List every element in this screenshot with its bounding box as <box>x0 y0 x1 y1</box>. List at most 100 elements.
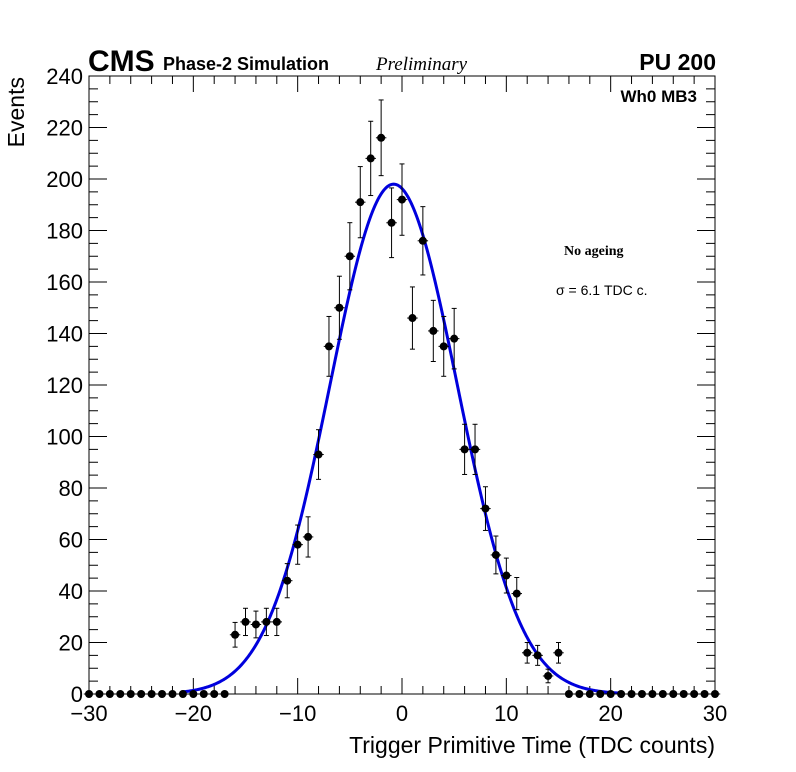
point-marker <box>147 690 156 698</box>
data-point <box>448 307 460 370</box>
point-marker <box>471 445 480 454</box>
point-marker <box>158 690 167 698</box>
data-point <box>396 163 408 236</box>
point-marker <box>596 690 605 698</box>
data-point <box>156 690 168 698</box>
point-marker <box>648 690 657 698</box>
point-marker <box>210 690 219 698</box>
data-point <box>219 690 230 698</box>
data-point <box>626 690 637 698</box>
data-point <box>229 621 241 648</box>
x-tick-label: −30 <box>70 701 107 726</box>
point-marker <box>314 450 323 459</box>
x-tick-label: 0 <box>396 701 408 726</box>
point-marker <box>585 690 594 698</box>
point-marker <box>293 540 302 549</box>
chamber-label: Wh0 MB3 <box>621 87 698 106</box>
data-point <box>282 563 293 599</box>
point-marker <box>283 576 292 585</box>
y-axis: 0 20 40 60 80 100 120 140 160 180 200 220 240 <box>46 64 715 707</box>
point-marker <box>168 690 177 698</box>
point-marker <box>523 648 532 657</box>
data-point <box>261 607 272 637</box>
point-marker <box>544 671 553 680</box>
x-tick-label: −20 <box>175 701 212 726</box>
sigma-label: σ = 6.1 TDC c. <box>556 282 648 298</box>
data-point <box>323 315 335 377</box>
data-point <box>428 299 439 363</box>
data-point <box>480 486 491 531</box>
data-point <box>83 690 95 698</box>
data-point <box>94 690 105 698</box>
point-marker <box>116 690 125 698</box>
point-marker <box>85 690 93 698</box>
data-point <box>250 610 262 639</box>
point-marker <box>105 690 114 698</box>
data-point <box>469 423 481 475</box>
data-point <box>344 222 356 291</box>
point-marker <box>533 651 542 660</box>
data-point <box>115 690 126 698</box>
point-marker <box>126 690 135 698</box>
data-point <box>459 423 470 475</box>
x-tick-label: 10 <box>494 701 518 726</box>
point-marker <box>251 620 260 629</box>
point-marker <box>408 314 417 323</box>
point-marker <box>387 218 396 227</box>
data-point <box>501 557 512 594</box>
data-point <box>407 286 418 350</box>
data-point <box>104 690 116 698</box>
data-point <box>135 690 147 698</box>
y-tick-label: 240 <box>46 64 83 89</box>
data-point <box>532 644 543 666</box>
point-marker <box>502 571 511 580</box>
data-point <box>292 524 303 565</box>
point-marker <box>95 690 104 698</box>
point-marker <box>189 690 198 698</box>
data-point <box>365 120 376 197</box>
data-point <box>605 690 616 698</box>
point-marker <box>429 326 438 335</box>
data-point <box>668 690 679 698</box>
point-marker <box>554 648 563 657</box>
point-marker <box>439 342 448 351</box>
data-point <box>709 690 721 698</box>
point-marker <box>137 690 146 698</box>
data-point <box>125 690 136 698</box>
point-marker <box>262 617 271 626</box>
data-point <box>177 690 189 698</box>
data-point <box>167 690 178 698</box>
data-point <box>615 690 627 698</box>
point-marker <box>564 690 573 698</box>
point-marker <box>345 252 354 261</box>
y-tick-label: 200 <box>46 167 83 192</box>
data-point <box>678 690 689 698</box>
y-tick-label: 60 <box>59 528 83 553</box>
data-point <box>438 315 449 377</box>
point-marker <box>575 690 584 698</box>
data-point <box>584 690 596 698</box>
pileup-label: PU 200 <box>639 49 716 75</box>
point-marker <box>637 690 646 698</box>
point-marker <box>450 334 459 343</box>
data-point <box>334 275 345 340</box>
point-marker <box>617 690 626 698</box>
point-marker <box>606 690 615 698</box>
y-tick-label: 220 <box>46 116 83 141</box>
x-axis-title: Trigger Primitive Time (TDC counts) <box>349 732 715 758</box>
x-tick-label: 20 <box>598 701 622 726</box>
data-point <box>542 668 554 684</box>
subtitle-label: Phase-2 Simulation <box>163 54 329 74</box>
point-marker <box>199 690 208 698</box>
data-point <box>302 516 314 558</box>
point-marker <box>711 690 719 698</box>
point-marker <box>658 690 667 698</box>
y-tick-label: 0 <box>71 682 83 707</box>
data-point <box>595 690 606 698</box>
point-marker <box>377 133 386 142</box>
y-tick-label: 120 <box>46 373 83 398</box>
point-marker <box>690 690 699 698</box>
data-point <box>521 642 533 664</box>
y-tick-label: 140 <box>46 322 83 347</box>
point-marker <box>241 617 250 626</box>
